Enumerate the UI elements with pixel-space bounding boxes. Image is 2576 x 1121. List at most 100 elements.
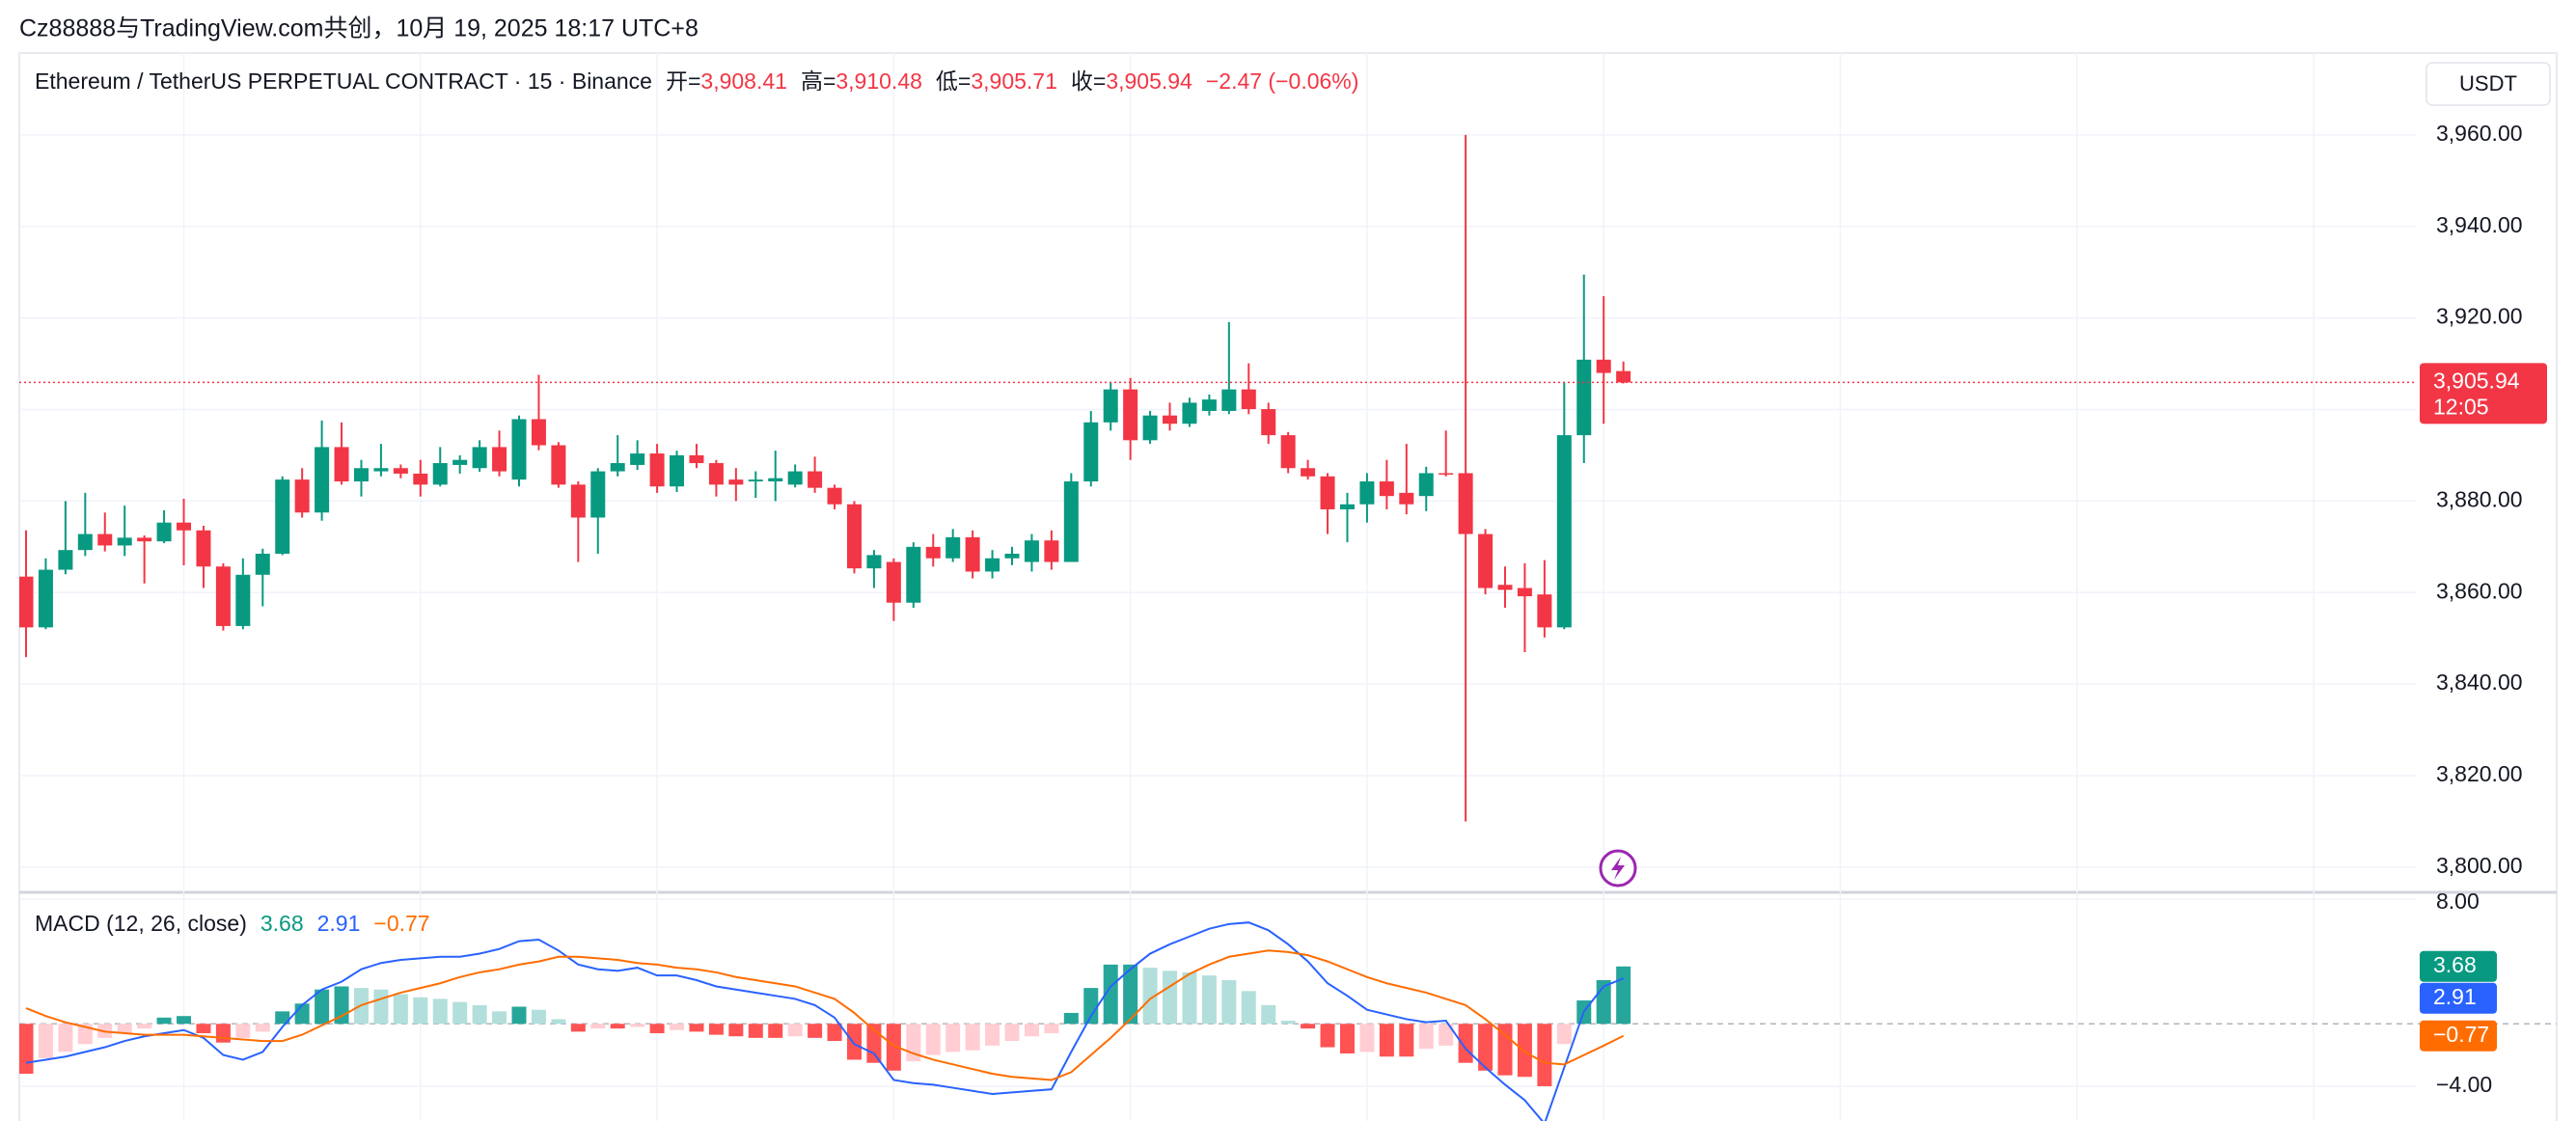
- candle-body: [1616, 370, 1631, 383]
- candle-body: [689, 454, 704, 464]
- y-tick-label: 3,820.00: [2436, 761, 2523, 786]
- price-pane: [19, 134, 2417, 822]
- histogram-bar: [748, 1024, 763, 1038]
- candle-body: [708, 463, 724, 485]
- candle-body: [1123, 389, 1138, 441]
- histogram-value-label: 3.68: [2433, 952, 2477, 977]
- indicator-header: MACD (12, 26, close) 3.68 2.91 −0.77: [35, 911, 430, 936]
- histogram-bar: [1142, 968, 1158, 1025]
- candle-body: [1497, 585, 1513, 590]
- candle-body: [373, 468, 389, 472]
- candle-body: [472, 447, 487, 469]
- histogram-value-box: [2420, 950, 2497, 982]
- candle-body: [985, 558, 1000, 572]
- candle-body: [1576, 359, 1592, 436]
- signal-value-label: −0.77: [2433, 1022, 2489, 1047]
- candle-body: [1221, 389, 1237, 411]
- histogram-bar: [177, 1016, 192, 1025]
- histogram-bar: [1616, 966, 1631, 1025]
- histogram-bar: [413, 997, 428, 1025]
- signal-value: −0.77: [373, 911, 429, 936]
- alert-icon[interactable]: [1599, 849, 1637, 888]
- histogram-bar: [1044, 1024, 1059, 1033]
- histogram-bar: [1280, 1021, 1296, 1025]
- candle-body: [1399, 492, 1414, 505]
- currency-button[interactable]: [2425, 62, 2551, 106]
- histogram-bar: [58, 1024, 73, 1053]
- candle-body: [886, 561, 901, 603]
- candle-body: [294, 479, 310, 513]
- candle-body: [1596, 359, 1611, 373]
- histogram-bar: [630, 1024, 645, 1027]
- candle-body: [1439, 473, 1454, 475]
- histogram-bar: [315, 989, 330, 1025]
- symbol: Ethereum / TetherUS PERPETUAL CONTRACT ·…: [35, 68, 652, 94]
- currency-label[interactable]: USDT: [2459, 71, 2517, 96]
- histogram-bar: [1399, 1024, 1414, 1057]
- histogram-bar: [1359, 1024, 1375, 1053]
- candle-body: [432, 463, 448, 485]
- y-tick-label: 3,800.00: [2436, 853, 2523, 878]
- histogram-bar: [1478, 1024, 1494, 1071]
- histogram-bar: [77, 1024, 93, 1045]
- y-tick-label: 3,940.00: [2436, 212, 2523, 237]
- candle-body: [177, 522, 192, 531]
- histogram-bar: [196, 1024, 211, 1033]
- candle-body: [1537, 594, 1552, 628]
- histogram-bar: [1320, 1024, 1335, 1048]
- last-price-box: [2420, 363, 2547, 424]
- candle-body: [255, 553, 270, 575]
- candle-body: [925, 546, 941, 559]
- histogram-bar: [610, 1024, 625, 1029]
- histogram-bar: [215, 1024, 231, 1043]
- histogram-bar: [925, 1024, 941, 1055]
- candle-body: [334, 447, 349, 482]
- last-price-label: 3,905.94: [2433, 368, 2520, 393]
- candle-body: [452, 459, 468, 465]
- y-tick-label: 8.00: [2436, 889, 2480, 914]
- candle-body: [413, 473, 428, 485]
- histogram-bar: [432, 998, 448, 1025]
- candle-body: [393, 468, 408, 474]
- histogram-bar: [1339, 1024, 1355, 1053]
- histogram-bar: [1221, 980, 1237, 1025]
- histogram-bar: [531, 1009, 546, 1025]
- histogram-bar: [808, 1024, 823, 1038]
- candle-body: [492, 447, 507, 472]
- histogram-bar: [1418, 1024, 1434, 1050]
- histogram-bar: [551, 1019, 566, 1025]
- candle-body: [1339, 504, 1355, 509]
- histogram-bar: [1517, 1024, 1532, 1078]
- y-tick-label: 3,920.00: [2436, 304, 2523, 329]
- histogram-bar: [886, 1024, 901, 1071]
- histogram-bar: [708, 1024, 724, 1035]
- alert-bolt[interactable]: [1611, 857, 1625, 880]
- histogram-bar: [255, 1024, 270, 1032]
- histogram-bar: [452, 1001, 468, 1025]
- histogram-bar: [235, 1024, 251, 1038]
- histogram-bar: [1004, 1024, 1020, 1042]
- histogram-bar: [38, 1024, 53, 1058]
- price-change: −2.47 (−0.06%): [1206, 68, 1359, 94]
- candle-body: [866, 555, 882, 569]
- histogram-value: 3.68: [260, 911, 304, 936]
- candle-body: [156, 522, 172, 542]
- candle-body: [38, 569, 53, 628]
- histogram-bar: [294, 1003, 310, 1025]
- histogram-bar: [511, 1006, 527, 1025]
- histogram-bar: [373, 989, 389, 1025]
- histogram-bar: [1556, 1024, 1572, 1045]
- histogram-bar: [275, 1011, 290, 1025]
- histogram-bar: [1182, 971, 1197, 1025]
- candle-body: [196, 530, 211, 567]
- signal-value-box: [2420, 1020, 2497, 1052]
- ohlc-value: 3,905.71: [971, 68, 1057, 94]
- candle-body: [1083, 422, 1099, 482]
- histogram-bar: [945, 1024, 961, 1053]
- macd-pane: [19, 921, 1631, 1121]
- candle-body: [1478, 533, 1494, 588]
- histogram-bar: [1123, 964, 1138, 1025]
- histogram-bar: [590, 1024, 606, 1029]
- candle-body: [827, 487, 842, 505]
